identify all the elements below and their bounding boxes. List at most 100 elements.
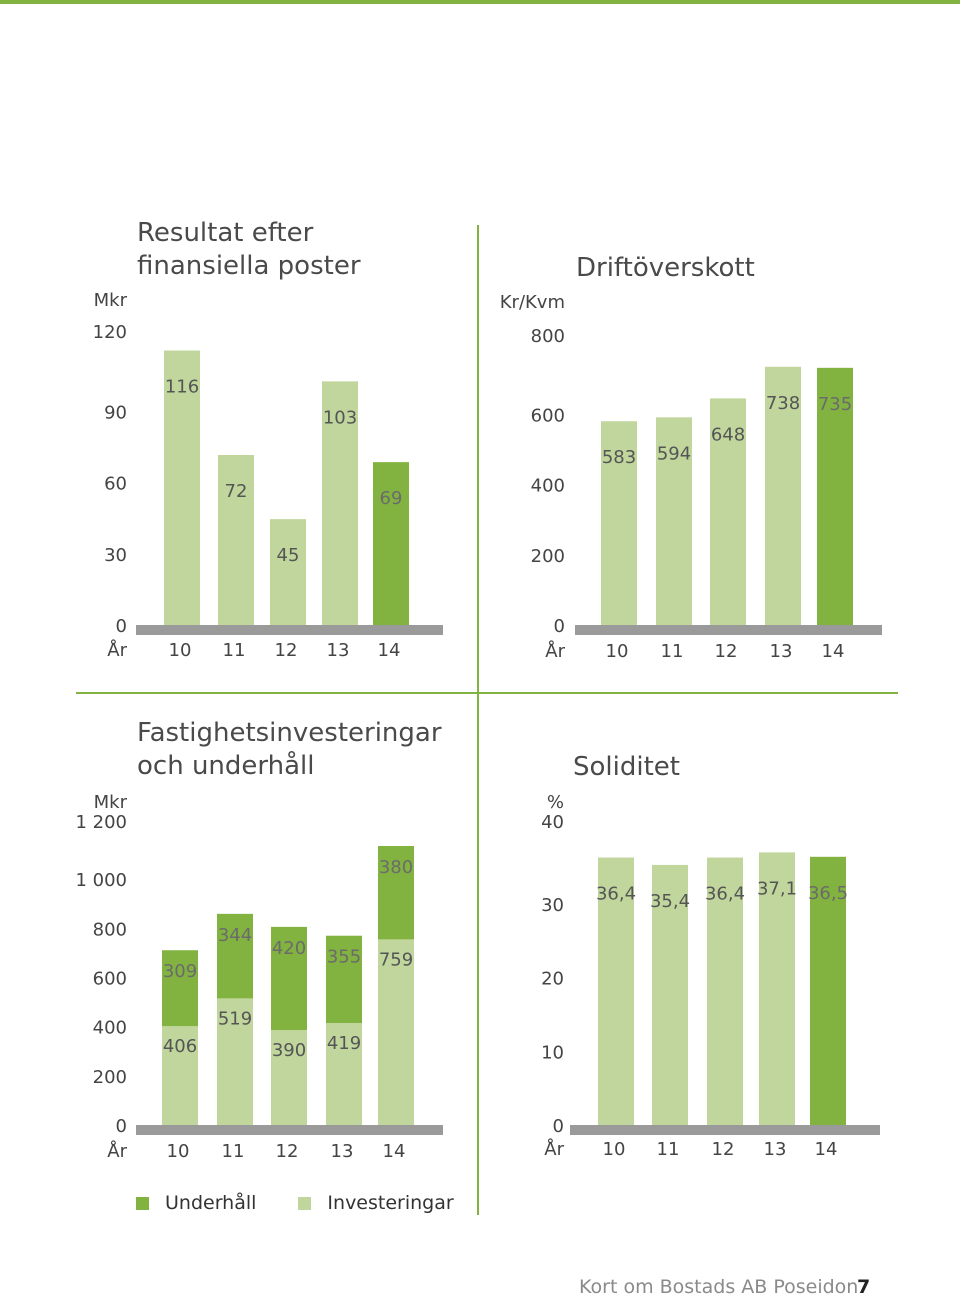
x-tick-label: 13 [764, 1139, 787, 1160]
y-tick-label: 30 [104, 545, 127, 566]
data-label: 69 [380, 488, 403, 509]
data-label-investeringar: 406 [163, 1036, 197, 1057]
unit-label: Mkr [94, 792, 128, 813]
bar-underhall [217, 913, 253, 999]
data-label-investeringar: 390 [272, 1040, 306, 1061]
legend-item-investeringar: Investeringar [298, 1192, 454, 1214]
bar [218, 455, 254, 626]
bar-investeringar [162, 1026, 198, 1126]
y-tick-label: 120 [93, 322, 127, 343]
y-tick-label: 1 000 [75, 870, 127, 891]
x-axis-label: År [107, 639, 127, 661]
x-tick-label: 10 [603, 1139, 626, 1160]
bar-investeringar [378, 939, 414, 1126]
bar-underhall [162, 950, 198, 1027]
chart-title-driftoverskott: Driftöverskott [576, 253, 755, 283]
chart-title-resultat: Resultat efter finansiella poster [137, 218, 361, 281]
legend-label-underhall: Underhåll [165, 1192, 257, 1214]
baseline [136, 1125, 443, 1135]
top-accent-rule [0, 0, 960, 4]
y-tick-label: 10 [541, 1042, 564, 1063]
bar [707, 857, 743, 1126]
data-label: 735 [818, 394, 852, 415]
chart-resultat: Mkr 0 30 60 90 120 116 72 45 103 69 År 10 11 12 13 14 [93, 290, 443, 661]
data-label-investeringar: 419 [327, 1033, 361, 1054]
y-tick-label: 200 [531, 546, 565, 567]
bar [598, 857, 634, 1126]
x-tick-label: 13 [327, 640, 350, 661]
y-tick-label: 60 [104, 474, 127, 495]
chart-soliditet: % 0 10 20 30 40 36,4 35,4 36,4 37,1 36,5 År 10 11 12 13… [541, 792, 880, 1160]
unit-label: % [547, 792, 564, 813]
x-tick-label: 14 [383, 1141, 406, 1162]
y-tick-label: 600 [93, 969, 127, 990]
data-label: 72 [225, 481, 248, 502]
y-tick-label: 600 [531, 405, 565, 426]
y-tick-label: 200 [93, 1067, 127, 1088]
page-number: 7 [857, 1276, 871, 1298]
x-tick-label: 13 [770, 641, 793, 662]
x-tick-label: 12 [275, 640, 298, 661]
bar [164, 350, 200, 626]
x-tick-label: 10 [606, 641, 629, 662]
y-tick-label: 20 [541, 969, 564, 990]
data-label: 116 [165, 377, 199, 398]
chart-driftoverskott: Kr/Kvm 0 200 400 600 800 583 594 648 738 735 År 10 11… [500, 292, 882, 662]
data-label: 45 [277, 545, 300, 566]
data-label-underhall: 380 [379, 857, 413, 878]
y-tick-label: 30 [541, 895, 564, 916]
x-tick-label: 12 [712, 1139, 735, 1160]
y-tick-label: 400 [531, 476, 565, 497]
bar-underhall [326, 935, 362, 1023]
bar [652, 864, 688, 1126]
data-label: 36,5 [808, 883, 848, 904]
bar [601, 421, 637, 626]
unit-label: Mkr [94, 290, 128, 311]
x-tick-label: 10 [169, 640, 192, 661]
x-tick-label: 12 [276, 1141, 299, 1162]
x-tick-label: 10 [167, 1141, 190, 1162]
legend-item-underhall: Underhåll [136, 1192, 256, 1214]
data-label-underhall: 344 [218, 925, 252, 946]
footer-text: Kort om Bostads AB Poseidon [579, 1276, 859, 1298]
data-label-underhall: 355 [327, 947, 361, 968]
bar [710, 398, 746, 626]
legend-swatch-underhall [136, 1196, 149, 1210]
y-tick-label: 0 [554, 616, 565, 637]
bar-underhall [271, 926, 307, 1031]
x-axis-label: År [545, 640, 565, 662]
data-label: 103 [323, 407, 357, 428]
bar [322, 381, 358, 626]
bar [810, 856, 846, 1126]
y-tick-label: 400 [93, 1018, 127, 1039]
x-tick-label: 14 [378, 640, 401, 661]
chart-title-soliditet: Soliditet [573, 752, 680, 782]
bar-underhall [378, 845, 414, 940]
y-tick-label: 800 [93, 919, 127, 940]
data-label: 738 [766, 393, 800, 414]
baseline [136, 625, 443, 635]
data-label: 35,4 [650, 891, 690, 912]
chart-title-fastighetsinvesteringar: Fastighetsinvesteringar och underhåll [137, 718, 442, 781]
vertical-divider [477, 225, 479, 1215]
bar [373, 462, 409, 626]
x-tick-label: 13 [331, 1141, 354, 1162]
bar [270, 519, 306, 626]
y-tick-label: 90 [104, 402, 127, 423]
data-label-investeringar: 519 [218, 1008, 252, 1029]
data-label: 583 [602, 447, 636, 468]
data-label: 648 [711, 424, 745, 445]
y-tick-label: 0 [116, 1116, 127, 1137]
x-tick-label: 14 [822, 641, 845, 662]
y-tick-label: 0 [116, 616, 127, 637]
data-label: 36,4 [596, 884, 636, 905]
data-label: 37,1 [757, 878, 797, 899]
bar-investeringar [326, 1022, 362, 1126]
legend-swatch-investeringar [298, 1196, 312, 1210]
x-tick-label: 11 [223, 640, 246, 661]
data-label: 36,4 [705, 884, 745, 905]
legend: Underhåll Investeringar [136, 1192, 496, 1214]
legend-label-investeringar: Investeringar [327, 1192, 454, 1214]
data-label-underhall: 420 [272, 938, 306, 959]
x-tick-label: 11 [657, 1139, 680, 1160]
